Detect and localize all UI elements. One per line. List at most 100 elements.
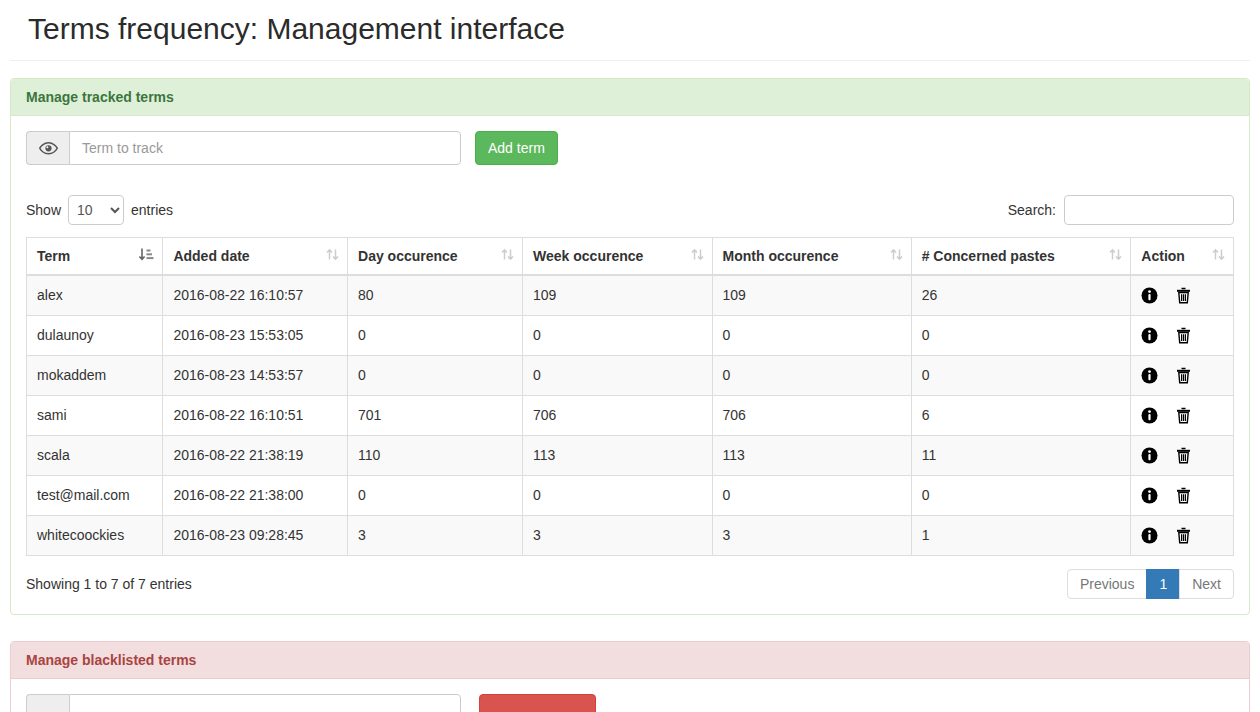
trash-icon[interactable]: [1176, 487, 1191, 504]
column-header-added-date[interactable]: Added date: [163, 238, 348, 276]
pagination: Previous 1 Next: [1067, 569, 1234, 599]
column-header-concerned-pastes[interactable]: # Concerned pastes: [911, 238, 1131, 276]
added-date-cell: 2016-08-22 21:38:19: [163, 435, 348, 475]
column-header-term[interactable]: Term: [27, 238, 163, 276]
month-occurence-cell: 706: [712, 395, 911, 435]
day-occurence-cell: 701: [348, 395, 523, 435]
trash-icon[interactable]: [1176, 527, 1191, 544]
concerned-pastes-cell: 26: [911, 275, 1131, 315]
week-occurence-cell: 113: [523, 435, 712, 475]
added-date-cell: 2016-08-23 09:28:45: [163, 515, 348, 555]
action-cell: [1131, 275, 1234, 315]
trash-icon[interactable]: [1176, 447, 1191, 464]
pagination-next[interactable]: Next: [1180, 569, 1234, 599]
sort-asc-icon: [138, 248, 154, 265]
info-icon[interactable]: [1141, 527, 1158, 544]
month-occurence-cell: 109: [712, 275, 911, 315]
month-occurence-cell: 3: [712, 515, 911, 555]
week-occurence-cell: 109: [523, 275, 712, 315]
week-occurence-cell: 0: [523, 315, 712, 355]
month-occurence-cell: 0: [712, 315, 911, 355]
week-occurence-cell: 3: [523, 515, 712, 555]
blacklist-term-input[interactable]: [69, 694, 461, 712]
sort-both-icon: [890, 248, 903, 265]
table-body: alex 2016-08-22 16:10:57 80 109 109 26: [27, 275, 1234, 555]
pagination-previous[interactable]: Previous: [1067, 569, 1147, 599]
concerned-pastes-cell: 0: [911, 475, 1131, 515]
concerned-pastes-cell: 6: [911, 395, 1131, 435]
week-occurence-cell: 0: [523, 475, 712, 515]
week-occurence-cell: 706: [523, 395, 712, 435]
term-to-track-input[interactable]: [69, 131, 461, 165]
term-cell: test@mail.com: [27, 475, 163, 515]
info-icon[interactable]: [1141, 407, 1158, 424]
table-row: mokaddem 2016-08-23 14:53:57 0 0 0 0: [27, 355, 1234, 395]
table-row: whitecoockies 2016-08-23 09:28:45 3 3 3 …: [27, 515, 1234, 555]
add-term-button[interactable]: Add term: [475, 131, 558, 165]
action-cell: [1131, 315, 1234, 355]
tracked-terms-panel-body: Add term Show 10 entries Search:: [11, 116, 1249, 614]
page-length-select[interactable]: 10: [68, 195, 124, 225]
term-cell: whitecoockies: [27, 515, 163, 555]
added-date-cell: 2016-08-23 14:53:57: [163, 355, 348, 395]
day-occurence-cell: 0: [348, 355, 523, 395]
month-occurence-cell: 0: [712, 475, 911, 515]
info-icon[interactable]: [1141, 487, 1158, 504]
table-row: test@mail.com 2016-08-22 21:38:00 0 0 0 …: [27, 475, 1234, 515]
entries-label: entries: [131, 202, 173, 218]
term-cell: dulaunoy: [27, 315, 163, 355]
month-occurence-cell: 113: [712, 435, 911, 475]
blacklisted-terms-panel-body: [11, 679, 1249, 712]
blacklisted-terms-panel-header: Manage blacklisted terms: [11, 642, 1249, 679]
search-label: Search:: [1008, 202, 1056, 218]
day-occurence-cell: 0: [348, 475, 523, 515]
concerned-pastes-cell: 11: [911, 435, 1131, 475]
blacklist-term-row: [26, 694, 1234, 712]
day-occurence-cell: 80: [348, 275, 523, 315]
term-cell: alex: [27, 275, 163, 315]
sort-both-icon: [691, 248, 704, 265]
info-icon[interactable]: [1141, 447, 1158, 464]
month-occurence-cell: 0: [712, 355, 911, 395]
concerned-pastes-cell: 1: [911, 515, 1131, 555]
tracked-terms-panel: Manage tracked terms Add term: [10, 78, 1250, 615]
info-icon[interactable]: [1141, 367, 1158, 384]
sort-both-icon: [1212, 248, 1225, 265]
column-header-day-occurence[interactable]: Day occurence: [348, 238, 523, 276]
blacklist-input-group: [26, 694, 461, 712]
term-cell: mokaddem: [27, 355, 163, 395]
title-divider: [10, 60, 1250, 61]
column-header-week-occurence[interactable]: Week occurence: [523, 238, 712, 276]
table-search-control: Search:: [1008, 195, 1234, 225]
week-occurence-cell: 0: [523, 355, 712, 395]
trash-icon[interactable]: [1176, 407, 1191, 424]
blacklist-addon-icon: [26, 694, 69, 712]
sort-both-icon: [326, 248, 339, 265]
day-occurence-cell: 110: [348, 435, 523, 475]
day-occurence-cell: 3: [348, 515, 523, 555]
info-icon[interactable]: [1141, 287, 1158, 304]
term-cell: scala: [27, 435, 163, 475]
table-footer: Showing 1 to 7 of 7 entries Previous 1 N…: [26, 569, 1234, 599]
sort-both-icon: [501, 248, 514, 265]
added-date-cell: 2016-08-23 15:53:05: [163, 315, 348, 355]
day-occurence-cell: 0: [348, 315, 523, 355]
column-header-month-occurence[interactable]: Month occurence: [712, 238, 911, 276]
info-icon[interactable]: [1141, 327, 1158, 344]
page-container: Terms frequency: Management interface Ma…: [0, 12, 1260, 712]
pagination-page-1[interactable]: 1: [1147, 569, 1180, 599]
trash-icon[interactable]: [1176, 367, 1191, 384]
column-header-action[interactable]: Action: [1131, 238, 1234, 276]
added-date-cell: 2016-08-22 16:10:57: [163, 275, 348, 315]
added-date-cell: 2016-08-22 21:38:00: [163, 475, 348, 515]
page-length-control: Show 10 entries: [26, 195, 173, 225]
table-row: scala 2016-08-22 21:38:19 110 113 113 11: [27, 435, 1234, 475]
table-search-input[interactable]: [1064, 195, 1234, 225]
blacklist-term-button[interactable]: [479, 694, 596, 712]
table-header-row: Term Added date: [27, 238, 1234, 276]
tracked-terms-table: Term Added date: [26, 237, 1234, 556]
page-title: Terms frequency: Management interface: [10, 12, 1250, 46]
trash-icon[interactable]: [1176, 287, 1191, 304]
trash-icon[interactable]: [1176, 327, 1191, 344]
concerned-pastes-cell: 0: [911, 355, 1131, 395]
